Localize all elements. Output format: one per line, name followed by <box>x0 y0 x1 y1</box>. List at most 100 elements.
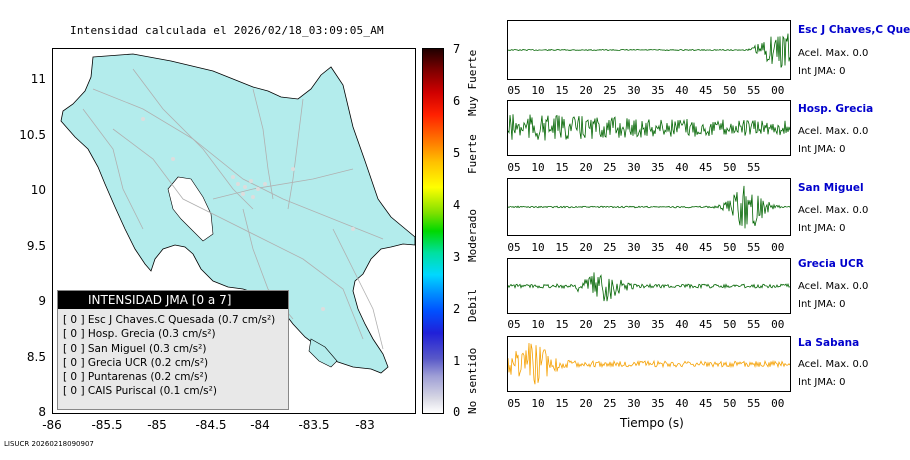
colorbar-tick: 7 <box>453 42 461 56</box>
time-tick: 15 <box>555 84 569 97</box>
city-dot <box>263 182 267 186</box>
colorbar-label: Muy Fuerte <box>466 49 479 116</box>
waveform <box>508 114 790 141</box>
time-tick: 50 <box>723 318 737 331</box>
intensity-legend: INTENSIDAD JMA [0 a 7] [ 0 ] Esc J Chave… <box>57 290 289 410</box>
map-title: Intensidad calculada el 2026/02/18_03:09… <box>70 24 384 37</box>
time-tick: 45 <box>699 397 713 410</box>
station-name: San Miguel <box>798 182 864 194</box>
time-tick: 10 <box>531 241 545 254</box>
time-tick: 45 <box>699 318 713 331</box>
y-tick: 10 <box>30 183 46 197</box>
time-tick: 10 <box>531 397 545 410</box>
trace-panel[interactable] <box>507 336 791 392</box>
station-int: Int JMA: 0 <box>798 144 846 155</box>
time-tick: 05 <box>507 318 521 331</box>
time-tick: 35 <box>651 241 665 254</box>
time-tick: 25 <box>603 397 617 410</box>
time-tick: 20 <box>579 84 593 97</box>
time-tick: 35 <box>651 161 665 174</box>
city-dot <box>243 185 247 189</box>
legend-row: [ 0 ] Puntarenas (0.2 cm/s²) <box>63 371 208 384</box>
station-name: Grecia UCR <box>798 258 864 270</box>
station-int: Int JMA: 0 <box>798 299 846 310</box>
waveform <box>508 272 790 302</box>
time-tick: 00 <box>771 397 785 410</box>
trace-panel[interactable] <box>507 178 791 236</box>
time-tick: 05 <box>507 161 521 174</box>
time-tick: 30 <box>627 84 641 97</box>
city-dot <box>256 187 260 191</box>
time-tick: 35 <box>651 397 665 410</box>
x-tick: -85 <box>147 418 167 432</box>
station-acel: Acel. Max. 0.0 <box>798 281 869 292</box>
legend-row: [ 0 ] Esc J Chaves.C Quesada (0.7 cm/s²) <box>63 314 276 326</box>
colorbar-tick: 2 <box>453 302 461 316</box>
y-tick: 9 <box>38 294 46 308</box>
time-tick: 45 <box>699 161 713 174</box>
legend-title: INTENSIDAD JMA [0 a 7] <box>58 291 288 309</box>
waveform-line <box>508 342 790 385</box>
time-tick: 50 <box>723 241 737 254</box>
time-tick: 25 <box>603 241 617 254</box>
y-tick: 8 <box>38 405 46 419</box>
waveform <box>508 33 790 68</box>
time-tick: 25 <box>603 318 617 331</box>
colorbar-tick: 1 <box>453 354 461 368</box>
waveform-line <box>508 33 790 68</box>
trace-panel[interactable] <box>507 258 791 314</box>
legend-list: [ 0 ] Esc J Chaves.C Quesada (0.7 cm/s²)… <box>58 309 288 399</box>
station-int: Int JMA: 0 <box>798 223 846 234</box>
time-tick: 30 <box>627 318 641 331</box>
time-tick: 40 <box>675 161 689 174</box>
city-dot <box>351 227 355 231</box>
colorbar-tick: 6 <box>453 94 461 108</box>
waveform <box>508 342 790 385</box>
time-axis: 05 10 15 20 25 30 35 40 45 50 55 00 <box>507 84 789 97</box>
city-dot <box>231 175 235 179</box>
y-tick: 8.5 <box>26 350 46 364</box>
city-markers <box>141 117 355 311</box>
city-dot <box>141 117 145 121</box>
time-axis-label: Tiempo (s) <box>620 416 684 430</box>
city-dot <box>291 167 295 171</box>
trace-panel[interactable] <box>507 20 791 80</box>
time-tick: 35 <box>651 318 665 331</box>
time-tick: 10 <box>531 84 545 97</box>
station-int: Int JMA: 0 <box>798 377 846 388</box>
y-tick: 10.5 <box>19 128 46 142</box>
time-tick: 25 <box>603 84 617 97</box>
costa-rica-map <box>60 53 415 374</box>
station-acel: Acel. Max. 0.0 <box>798 126 869 137</box>
waveform-line <box>508 272 790 302</box>
waveform-line <box>508 185 790 229</box>
time-tick: 55 <box>747 161 761 174</box>
time-tick: 55 <box>747 397 761 410</box>
station-int: Int JMA: 0 <box>798 66 846 77</box>
time-axis: 05 10 15 20 25 30 35 40 45 50 55 00 <box>507 397 789 410</box>
time-tick: 15 <box>555 241 569 254</box>
time-tick: 50 <box>723 84 737 97</box>
y-tick: 11 <box>30 72 46 86</box>
legend-row: [ 0 ] CAIS Puriscal (0.1 cm/s²) <box>63 385 217 398</box>
x-tick: -84 <box>250 418 270 432</box>
time-tick: 45 <box>699 84 713 97</box>
trace-panel[interactable] <box>507 100 791 156</box>
time-tick: 20 <box>579 241 593 254</box>
station-name: Hosp. Grecia <box>798 103 874 115</box>
station-acel: Acel. Max. 0.0 <box>798 359 869 370</box>
time-tick: 40 <box>675 397 689 410</box>
time-tick: 20 <box>579 318 593 331</box>
time-tick: 55 <box>747 241 761 254</box>
colorbar-label: Debil <box>466 288 479 322</box>
time-tick: 30 <box>627 397 641 410</box>
time-tick: 05 <box>507 84 521 97</box>
y-tick: 9.5 <box>26 239 46 253</box>
city-dot <box>321 307 325 311</box>
footer-id: LISUCR 20260218090907 <box>4 440 94 448</box>
time-tick: 20 <box>579 161 593 174</box>
time-tick: 15 <box>555 397 569 410</box>
time-tick: 30 <box>627 161 641 174</box>
station-acel: Acel. Max. 0.0 <box>798 205 869 216</box>
time-tick: 35 <box>651 84 665 97</box>
